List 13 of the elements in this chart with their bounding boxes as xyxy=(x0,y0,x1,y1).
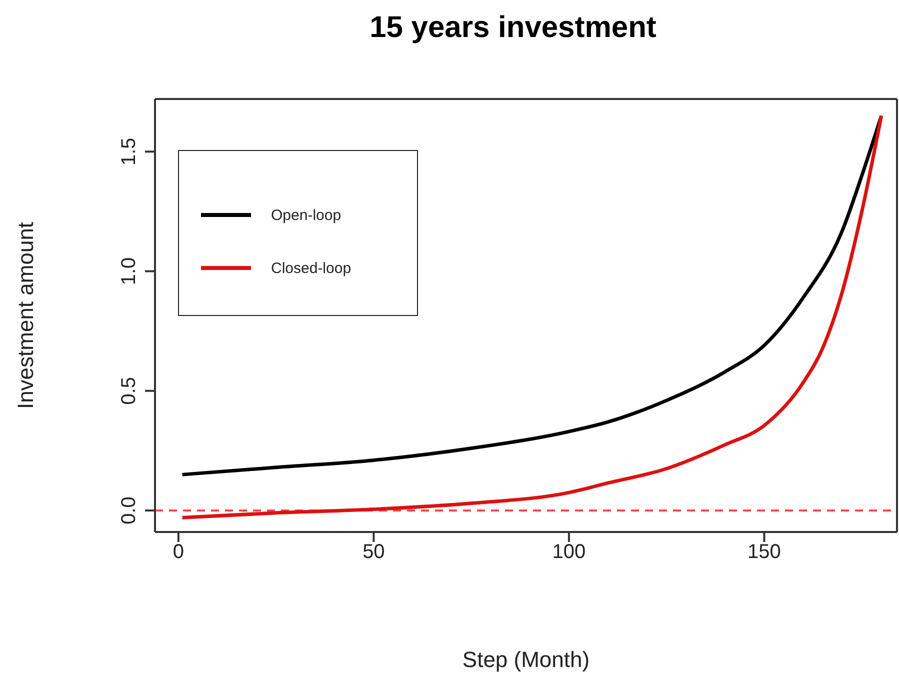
y-axis-title: Investment amount xyxy=(12,222,38,410)
y-tick-label: 0.0 xyxy=(118,496,140,524)
y-tick-label: 1.5 xyxy=(118,138,140,166)
x-tick-label: 100 xyxy=(552,541,586,564)
legend-label: Closed-loop xyxy=(271,260,352,277)
x-tick-label: 150 xyxy=(748,541,781,564)
x-tick-label: 0 xyxy=(172,541,184,564)
x-axis-title: Step (Month) xyxy=(462,647,590,672)
chart-title: 15 years investment xyxy=(368,10,658,46)
y-tick-label: 1.0 xyxy=(118,257,140,286)
legend-label: Open-loop xyxy=(271,207,342,224)
x-tick-label: 50 xyxy=(362,541,385,564)
y-tick-label: 0.5 xyxy=(118,376,140,405)
